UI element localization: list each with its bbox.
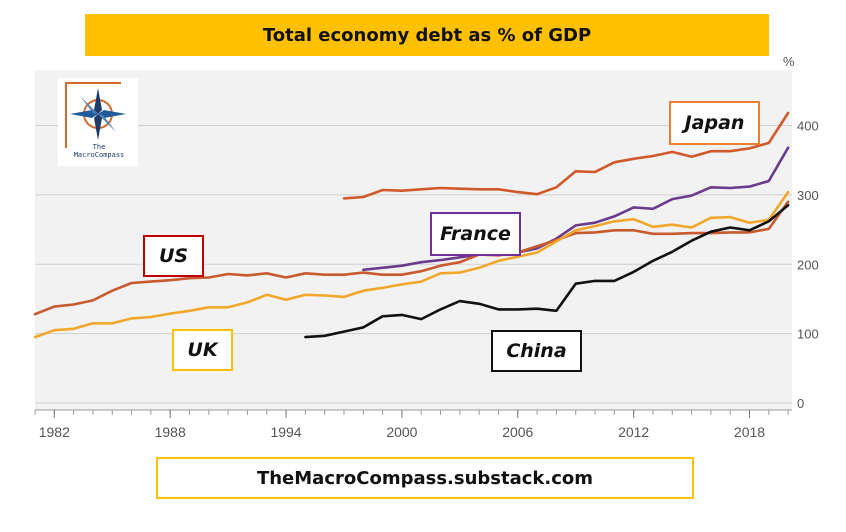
y-tick-label: 400 bbox=[797, 119, 819, 134]
x-tick-label: 2018 bbox=[734, 424, 765, 440]
logo: The MacroCompass bbox=[58, 78, 138, 166]
series-line-uk bbox=[33, 190, 790, 339]
x-tick-label: 1988 bbox=[155, 424, 186, 440]
series-label-france-text: France bbox=[440, 223, 511, 245]
series-label-uk: UK bbox=[172, 329, 233, 371]
y-tick-label: 300 bbox=[797, 188, 819, 203]
y-tick-label: 200 bbox=[797, 257, 819, 272]
y-tick-label: 0 bbox=[797, 396, 804, 411]
title-banner: Total economy debt as % of GDP bbox=[85, 14, 769, 56]
series-line-japan bbox=[342, 111, 790, 200]
compass-star-icon bbox=[70, 88, 126, 140]
y-tick-label: 100 bbox=[797, 327, 819, 342]
series-label-france: France bbox=[430, 212, 521, 256]
series-line-france bbox=[361, 146, 790, 272]
series-label-china-text: China bbox=[506, 340, 567, 362]
x-tick-label: 2000 bbox=[386, 424, 417, 440]
series-label-japan: Japan bbox=[669, 101, 760, 145]
x-tick-label: 1982 bbox=[39, 424, 70, 440]
logo-text-line2: MacroCompass bbox=[73, 151, 125, 159]
series-label-uk-text: UK bbox=[187, 339, 218, 361]
series-label-us: US bbox=[143, 235, 204, 277]
logo-text: The MacroCompass bbox=[64, 143, 134, 159]
x-tick-label: 1994 bbox=[270, 424, 301, 440]
series-line-us bbox=[33, 200, 790, 316]
x-tick-label: 2012 bbox=[618, 424, 649, 440]
logo-text-line1: The bbox=[92, 143, 106, 151]
logo-frame bbox=[65, 82, 121, 148]
y-unit-label: % bbox=[783, 54, 795, 69]
series-line-china bbox=[304, 204, 790, 339]
footer-url[interactable]: TheMacroCompass.substack.com bbox=[256, 467, 594, 489]
series-label-us-text: US bbox=[158, 245, 189, 267]
x-tick-label: 2006 bbox=[502, 424, 533, 440]
chart-title: Total economy debt as % of GDP bbox=[262, 24, 592, 46]
series-label-japan-text: Japan bbox=[684, 112, 745, 134]
series-label-china: China bbox=[491, 330, 582, 372]
footer-url-box[interactable]: TheMacroCompass.substack.com bbox=[156, 457, 694, 499]
